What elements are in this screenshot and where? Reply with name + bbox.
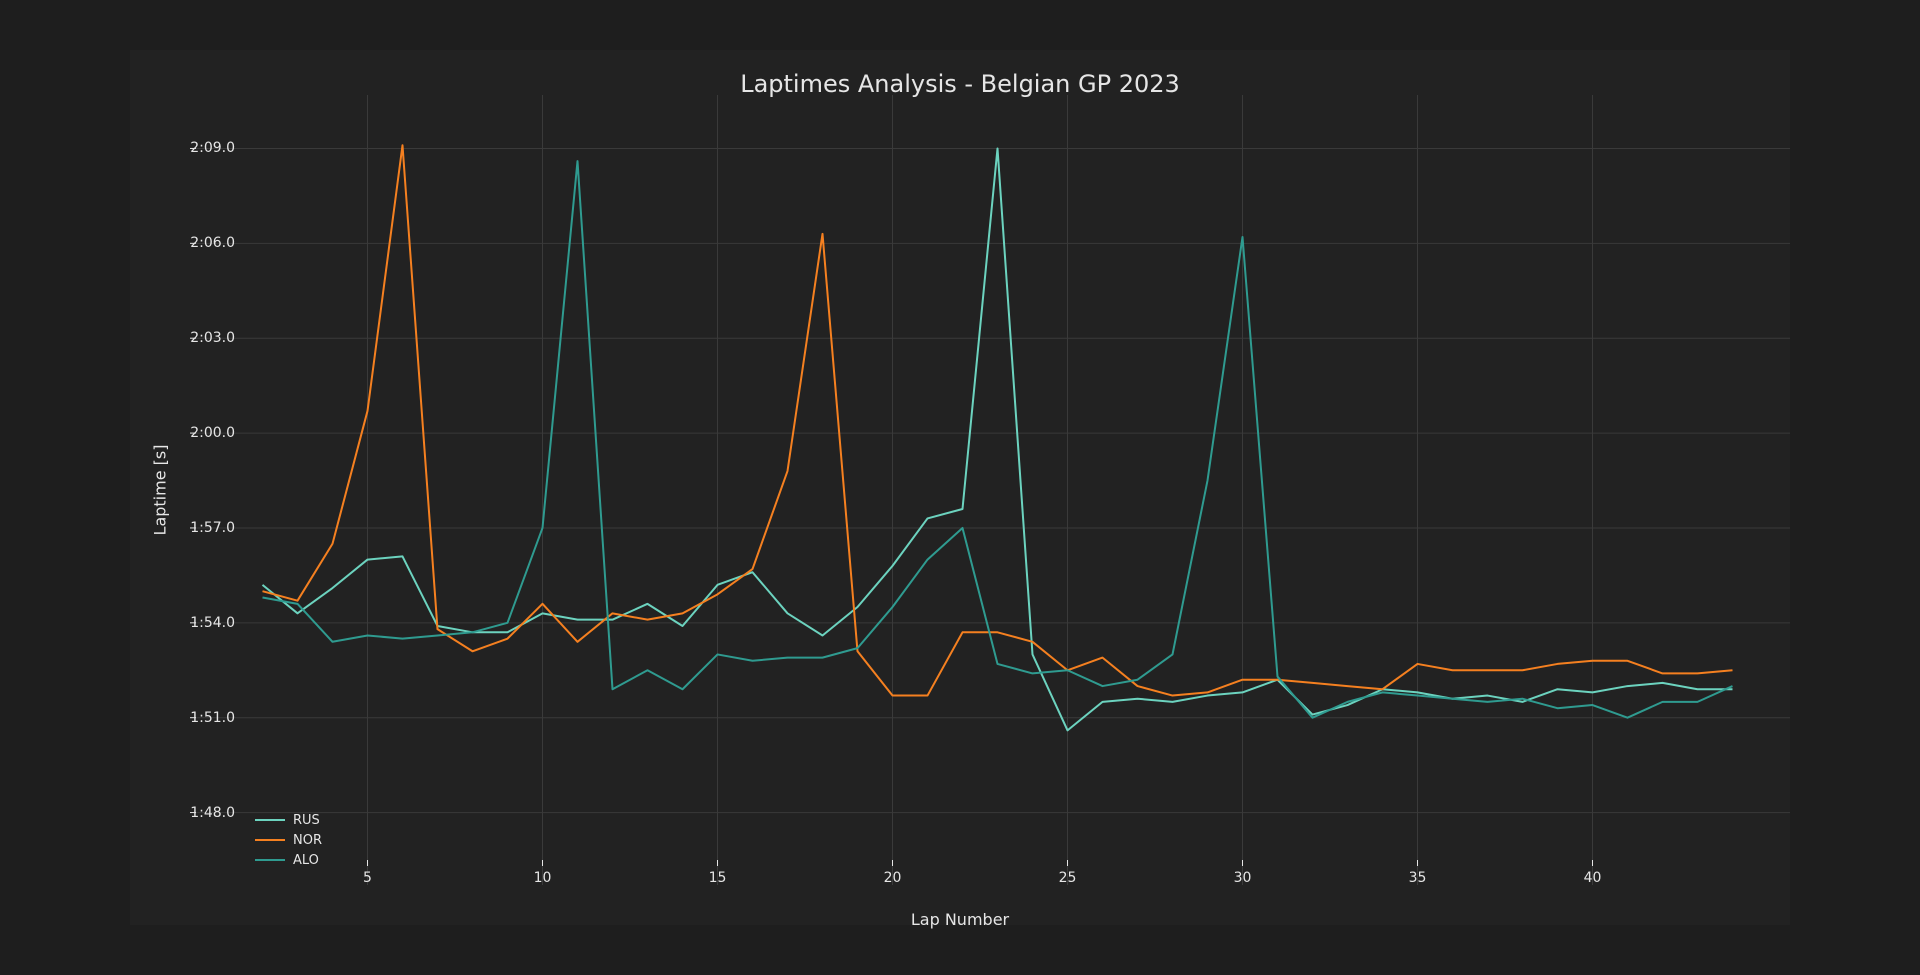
- legend-label: ALO: [293, 853, 319, 868]
- y-tick-label: 1:57.0: [190, 520, 235, 536]
- x-tick-label: 5: [363, 870, 372, 886]
- x-tick-label: 20: [884, 870, 902, 886]
- y-tick-label: 2:06.0: [190, 235, 235, 251]
- legend-item-alo: ALO: [255, 850, 322, 870]
- legend-swatch: [255, 859, 285, 861]
- y-tick-label: 2:09.0: [190, 140, 235, 156]
- y-tick-label: 2:03.0: [190, 330, 235, 346]
- x-tick-label: 15: [709, 870, 727, 886]
- y-tick-label: 1:51.0: [190, 710, 235, 726]
- legend-swatch: [255, 839, 285, 841]
- y-tick-label: 2:00.0: [190, 425, 235, 441]
- legend-item-nor: NOR: [255, 830, 322, 850]
- y-tick-label: 1:54.0: [190, 615, 235, 631]
- x-tick-label: 35: [1409, 870, 1427, 886]
- legend: RUS NOR ALO: [255, 810, 322, 870]
- legend-label: NOR: [293, 833, 322, 848]
- legend-label: RUS: [293, 813, 320, 828]
- y-tick-label: 1:48.0: [190, 805, 235, 821]
- x-tick-label: 25: [1059, 870, 1077, 886]
- x-tick-label: 30: [1234, 870, 1252, 886]
- legend-item-rus: RUS: [255, 810, 322, 830]
- legend-swatch: [255, 819, 285, 821]
- x-tick-label: 10: [534, 870, 552, 886]
- x-tick-label: 40: [1584, 870, 1602, 886]
